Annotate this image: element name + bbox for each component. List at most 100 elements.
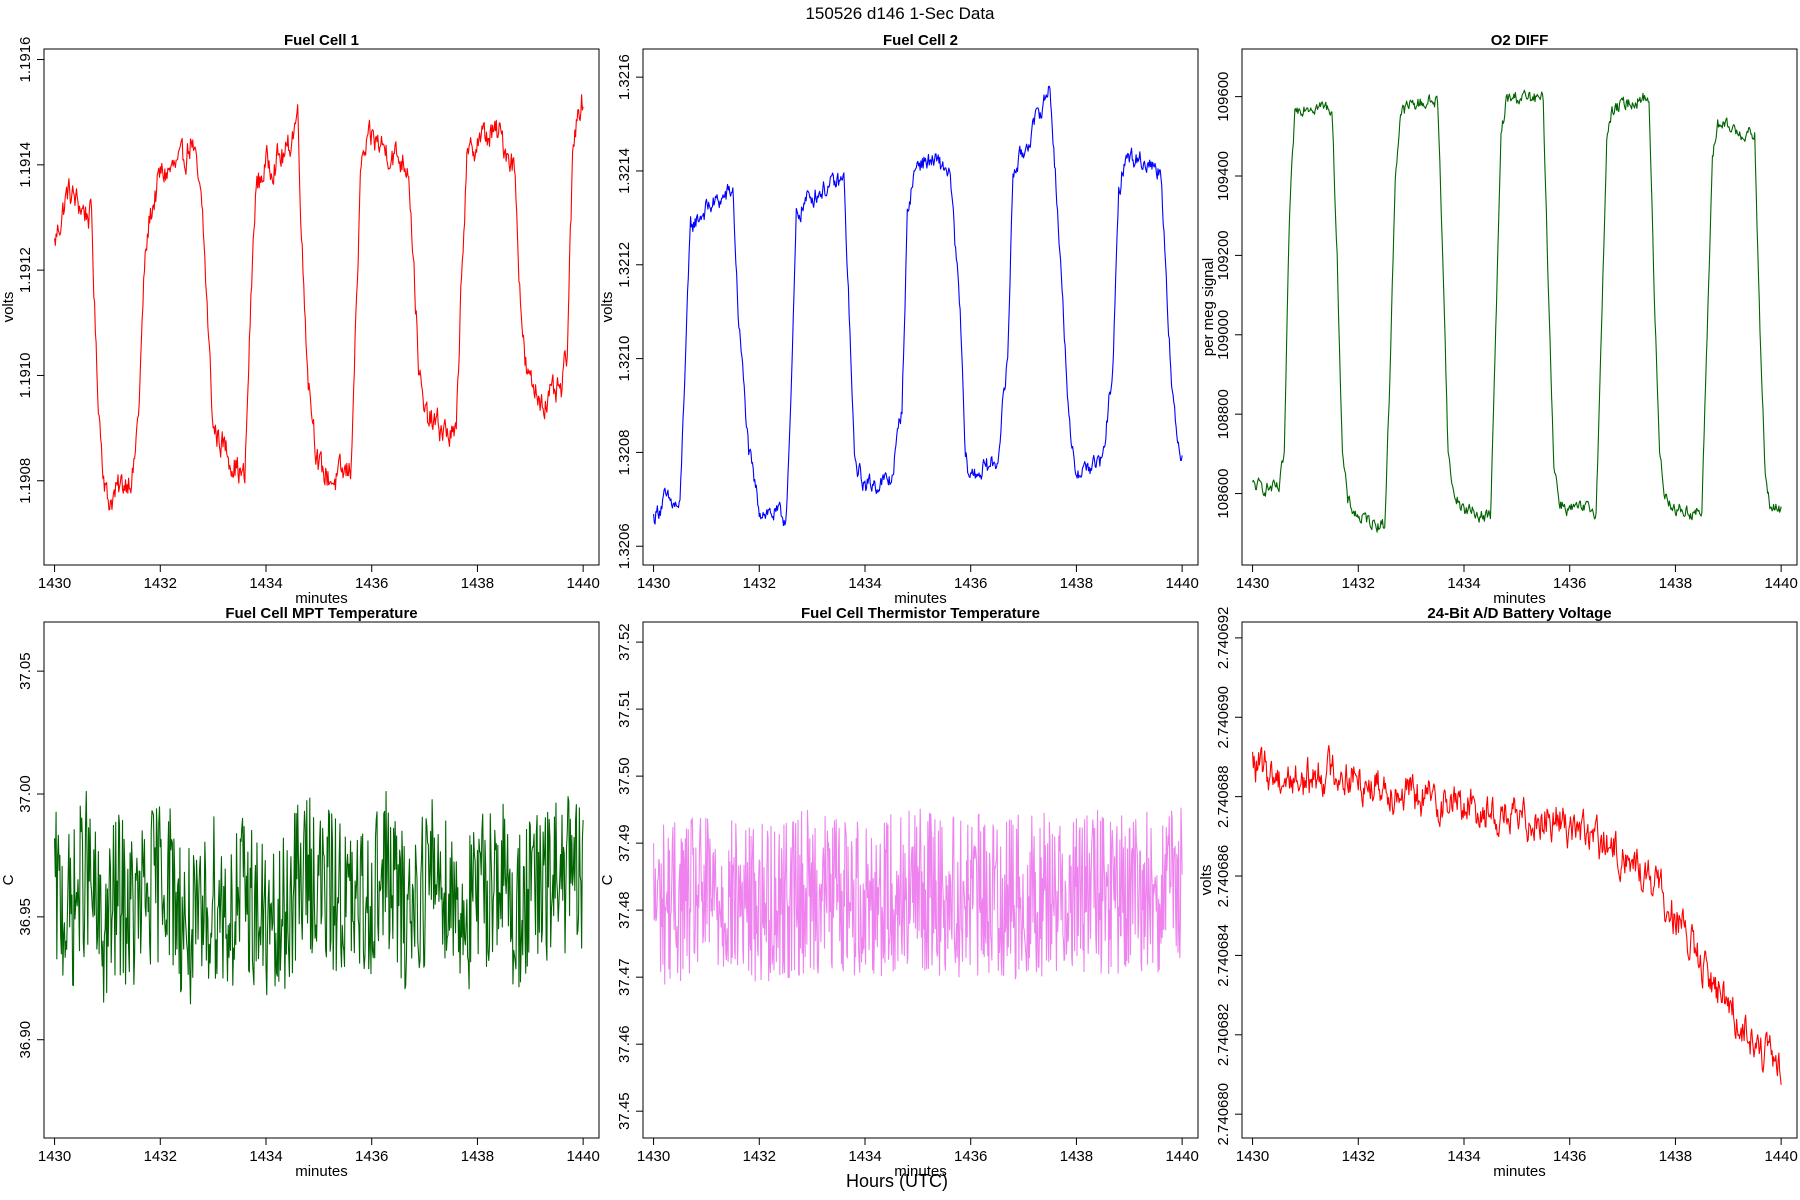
x-tick-label: 1434 xyxy=(249,1148,282,1165)
series-line xyxy=(1252,89,1782,533)
y-tick-label: 37.49 xyxy=(616,824,633,862)
x-tick-label: 1430 xyxy=(1236,1148,1269,1165)
y-tick-label: 2.740692 xyxy=(1215,607,1232,670)
y-tick-label: 37.00 xyxy=(17,775,34,813)
panel-title: O2 DIFF xyxy=(1491,32,1549,49)
x-tick-label: 1438 xyxy=(1060,575,1093,592)
x-tick-label: 1440 xyxy=(566,575,599,592)
x-tick-label: 1438 xyxy=(1659,1148,1692,1165)
y-tick-label: 2.740688 xyxy=(1215,765,1232,828)
y-tick-label: 2.740682 xyxy=(1215,1004,1232,1067)
y-axis-label: C xyxy=(0,874,17,885)
y-tick-label: 1.1912 xyxy=(17,247,34,293)
x-tick-label: 1432 xyxy=(1342,575,1375,592)
y-tick-label: 36.90 xyxy=(17,1021,34,1059)
y-tick-label: 37.45 xyxy=(616,1092,633,1130)
panel-title: Fuel Cell 2 xyxy=(883,32,958,49)
y-tick-label: 37.50 xyxy=(616,757,633,795)
x-tick-label: 1430 xyxy=(637,575,670,592)
y-tick-label: 37.51 xyxy=(616,690,633,728)
y-tick-label: 2.740684 xyxy=(1215,924,1232,987)
y-tick-label: 108600 xyxy=(1215,469,1232,519)
x-tick-label: 1436 xyxy=(1553,1148,1586,1165)
y-tick-label: 37.52 xyxy=(616,623,633,661)
x-tick-label: 1440 xyxy=(1165,575,1198,592)
y-tick-label: 1.1910 xyxy=(17,353,34,399)
y-tick-label: 109000 xyxy=(1215,310,1232,360)
series-line xyxy=(54,790,584,1005)
plot-frame xyxy=(43,621,600,1139)
y-tick-label: 37.47 xyxy=(616,958,633,996)
panel-title: Fuel Cell Thermistor Temperature xyxy=(801,605,1040,622)
y-tick-label: 1.3212 xyxy=(616,242,633,288)
y-tick-label: 1.3210 xyxy=(616,336,633,382)
plot-frame xyxy=(1241,621,1798,1139)
series-line xyxy=(54,94,584,511)
x-tick-label: 1434 xyxy=(1447,1148,1480,1165)
panel-title: Fuel Cell 1 xyxy=(284,32,359,49)
y-tick-label: 36.95 xyxy=(17,898,34,936)
series-line xyxy=(653,807,1183,985)
x-tick-label: 1432 xyxy=(743,575,776,592)
x-tick-label: 1438 xyxy=(1060,1148,1093,1165)
y-tick-label: 1.3214 xyxy=(616,148,633,194)
x-tick-label: 1440 xyxy=(1764,1148,1797,1165)
x-tick-label: 1430 xyxy=(1236,575,1269,592)
x-tick-label: 1430 xyxy=(38,575,71,592)
x-axis-label: minutes xyxy=(1493,590,1546,607)
y-tick-label: 109600 xyxy=(1215,72,1232,122)
x-tick-label: 1440 xyxy=(1165,1148,1198,1165)
panel-1: Fuel Cell 1 1430 1432 1434 1436 1438 1440 minut… xyxy=(0,32,600,607)
figure-xlabel: Hours (UTC) xyxy=(846,1171,948,1191)
plot-frame xyxy=(43,48,600,566)
y-tick-label: 37.05 xyxy=(17,652,34,690)
y-tick-label: 1.3206 xyxy=(616,523,633,569)
x-axis-label: minutes xyxy=(1493,1163,1546,1180)
plot-frame xyxy=(642,621,1199,1139)
y-tick-label: 37.46 xyxy=(616,1025,633,1063)
y-axis-label: volts xyxy=(0,292,17,323)
y-tick-label: 109400 xyxy=(1215,151,1232,201)
x-axis-label: minutes xyxy=(295,1163,348,1180)
y-tick-label: 1.3216 xyxy=(616,54,633,100)
x-tick-label: 1436 xyxy=(954,1148,987,1165)
x-tick-label: 1436 xyxy=(1553,575,1586,592)
x-tick-label: 1440 xyxy=(566,1148,599,1165)
y-tick-label: 108800 xyxy=(1215,389,1232,439)
x-tick-label: 1434 xyxy=(249,575,282,592)
figure-title: 150526 d146 1-Sec Data xyxy=(805,4,995,23)
y-tick-label: 1.1914 xyxy=(17,142,34,188)
x-axis-label: minutes xyxy=(894,590,947,607)
y-tick-label: 2.740680 xyxy=(1215,1083,1232,1146)
x-tick-label: 1440 xyxy=(1764,575,1797,592)
x-tick-label: 1432 xyxy=(743,1148,776,1165)
plot-frame xyxy=(1241,48,1798,566)
y-axis-label: per meg signal xyxy=(1200,258,1217,356)
panel-title: Fuel Cell MPT Temperature xyxy=(225,605,417,622)
x-tick-label: 1430 xyxy=(38,1148,71,1165)
x-tick-label: 1438 xyxy=(1659,575,1692,592)
panel-title: 24-Bit A/D Battery Voltage xyxy=(1427,605,1611,622)
panel-4: Fuel Cell MPT Temperature 1430 1432 1434 143… xyxy=(0,605,600,1180)
panel-5: Fuel Cell Thermistor Temperature 1430 1432… xyxy=(599,605,1199,1180)
x-tick-label: 1434 xyxy=(848,575,881,592)
plot-frame xyxy=(642,48,1199,566)
panel-3: O2 DIFF 1430 1432 1434 1436 1438 1440 minutes 10… xyxy=(1200,32,1798,607)
x-tick-label: 1434 xyxy=(1447,575,1480,592)
x-tick-label: 1436 xyxy=(355,575,388,592)
y-axis-label: volts xyxy=(599,292,616,323)
y-axis-label: C xyxy=(599,874,616,885)
y-tick-label: 37.48 xyxy=(616,891,633,929)
y-axis-label: volts xyxy=(1198,865,1215,896)
y-tick-label: 109200 xyxy=(1215,230,1232,280)
panel-6: 24-Bit A/D Battery Voltage 1430 1432 1434 14… xyxy=(1198,605,1798,1180)
x-tick-label: 1438 xyxy=(461,1148,494,1165)
y-tick-label: 1.1908 xyxy=(17,458,34,504)
y-tick-label: 2.740690 xyxy=(1215,686,1232,749)
y-tick-label: 2.740686 xyxy=(1215,845,1232,908)
series-line xyxy=(1252,744,1782,1085)
panel-2: Fuel Cell 2 1430 1432 1434 1436 1438 1440 minut… xyxy=(599,32,1199,607)
x-tick-label: 1432 xyxy=(1342,1148,1375,1165)
y-tick-label: 1.1916 xyxy=(17,37,34,83)
